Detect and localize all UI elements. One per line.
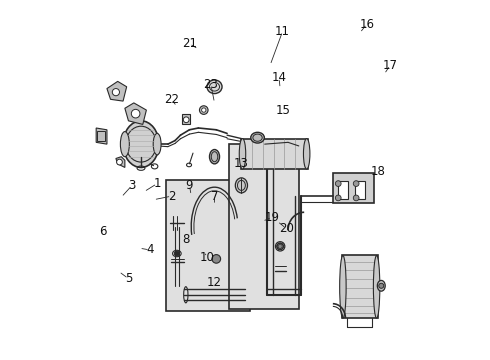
Ellipse shape xyxy=(251,132,265,143)
Circle shape xyxy=(117,159,122,165)
Circle shape xyxy=(131,109,140,118)
Text: 19: 19 xyxy=(265,211,279,224)
Text: 6: 6 xyxy=(99,225,107,238)
Bar xyxy=(355,181,366,199)
Circle shape xyxy=(212,255,220,263)
Text: 4: 4 xyxy=(146,243,154,256)
Ellipse shape xyxy=(121,132,129,157)
Polygon shape xyxy=(125,103,147,125)
Ellipse shape xyxy=(340,256,346,318)
Polygon shape xyxy=(116,157,125,167)
Text: 21: 21 xyxy=(182,37,197,50)
Bar xyxy=(242,139,308,169)
Circle shape xyxy=(201,108,206,112)
Ellipse shape xyxy=(210,149,220,164)
Text: 10: 10 xyxy=(200,251,215,264)
Text: 20: 20 xyxy=(279,222,294,235)
Text: 7: 7 xyxy=(211,190,218,203)
Circle shape xyxy=(353,195,359,201)
Ellipse shape xyxy=(235,178,247,193)
Ellipse shape xyxy=(239,139,245,169)
Bar xyxy=(333,173,374,203)
Text: 15: 15 xyxy=(275,104,290,117)
Bar xyxy=(97,131,105,140)
Polygon shape xyxy=(96,128,107,144)
Ellipse shape xyxy=(153,134,161,155)
Circle shape xyxy=(335,181,341,186)
Bar xyxy=(166,180,250,311)
Text: 23: 23 xyxy=(203,78,219,91)
Text: 11: 11 xyxy=(275,25,290,38)
Circle shape xyxy=(174,251,179,256)
Bar xyxy=(229,144,299,309)
Text: 22: 22 xyxy=(164,93,179,106)
Bar xyxy=(182,114,190,125)
Polygon shape xyxy=(107,81,126,101)
Text: 5: 5 xyxy=(125,272,132,285)
Text: 9: 9 xyxy=(186,179,193,192)
Circle shape xyxy=(183,117,189,123)
Text: 17: 17 xyxy=(383,59,398,72)
Text: 13: 13 xyxy=(234,157,249,170)
Ellipse shape xyxy=(373,256,380,318)
Text: 8: 8 xyxy=(182,233,190,246)
Text: 18: 18 xyxy=(370,165,385,177)
Circle shape xyxy=(199,106,208,114)
Circle shape xyxy=(335,195,341,201)
Circle shape xyxy=(112,89,120,96)
Text: 3: 3 xyxy=(128,179,136,192)
Text: 12: 12 xyxy=(207,276,222,289)
Bar xyxy=(342,255,378,318)
Ellipse shape xyxy=(377,280,385,291)
Text: 1: 1 xyxy=(153,177,161,190)
Circle shape xyxy=(278,244,282,248)
Ellipse shape xyxy=(207,80,222,94)
Circle shape xyxy=(379,283,384,288)
Ellipse shape xyxy=(275,242,285,251)
Text: 14: 14 xyxy=(271,71,287,84)
Text: 16: 16 xyxy=(360,18,374,31)
Circle shape xyxy=(353,181,359,186)
Text: 2: 2 xyxy=(168,190,175,203)
Bar xyxy=(338,181,347,199)
Ellipse shape xyxy=(303,139,310,169)
Ellipse shape xyxy=(123,121,159,167)
